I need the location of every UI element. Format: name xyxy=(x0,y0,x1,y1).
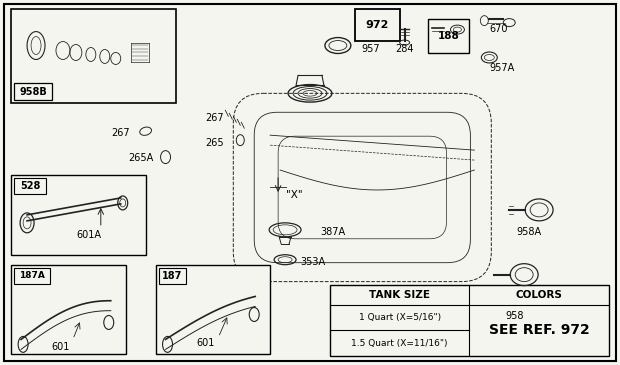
Bar xyxy=(156,265,270,354)
Text: 188: 188 xyxy=(438,31,459,41)
Text: 958A: 958A xyxy=(516,227,542,237)
Text: 957: 957 xyxy=(362,43,381,54)
Bar xyxy=(14,83,52,100)
Text: 265: 265 xyxy=(205,138,224,148)
Text: 958B: 958B xyxy=(19,87,47,97)
Text: 670: 670 xyxy=(489,24,508,34)
Text: 601A: 601A xyxy=(76,230,101,240)
Text: 187: 187 xyxy=(162,270,183,281)
Bar xyxy=(14,178,46,194)
Bar xyxy=(330,285,609,356)
Text: 1 Quart (X=5/16"): 1 Quart (X=5/16") xyxy=(358,313,441,322)
Text: 284: 284 xyxy=(396,43,414,54)
Bar xyxy=(14,268,50,284)
Text: 972: 972 xyxy=(365,20,389,30)
Bar xyxy=(428,19,469,54)
Text: eReplacementParts.com: eReplacementParts.com xyxy=(273,193,426,207)
FancyBboxPatch shape xyxy=(220,80,504,295)
Text: 957A: 957A xyxy=(489,64,515,73)
Text: 601: 601 xyxy=(196,338,215,348)
Text: COLORS: COLORS xyxy=(516,289,562,300)
Bar xyxy=(11,175,146,255)
Text: 601: 601 xyxy=(51,342,70,352)
Text: 267: 267 xyxy=(111,128,130,138)
Text: TANK SIZE: TANK SIZE xyxy=(369,289,430,300)
Text: 958: 958 xyxy=(505,311,523,322)
Bar xyxy=(355,9,400,41)
Text: 187A: 187A xyxy=(19,271,45,280)
Text: 267: 267 xyxy=(205,113,224,123)
Bar xyxy=(159,268,187,284)
Text: 387A: 387A xyxy=(320,227,345,237)
Bar xyxy=(11,9,175,103)
Text: 265A: 265A xyxy=(129,153,154,163)
Bar xyxy=(11,265,126,354)
Text: SEE REF. 972: SEE REF. 972 xyxy=(489,323,590,337)
Text: "X": "X" xyxy=(286,190,303,200)
Text: 1.5 Quart (X=11/16"): 1.5 Quart (X=11/16") xyxy=(352,339,448,348)
Text: 528: 528 xyxy=(20,181,40,191)
Text: 353A: 353A xyxy=(300,257,325,267)
